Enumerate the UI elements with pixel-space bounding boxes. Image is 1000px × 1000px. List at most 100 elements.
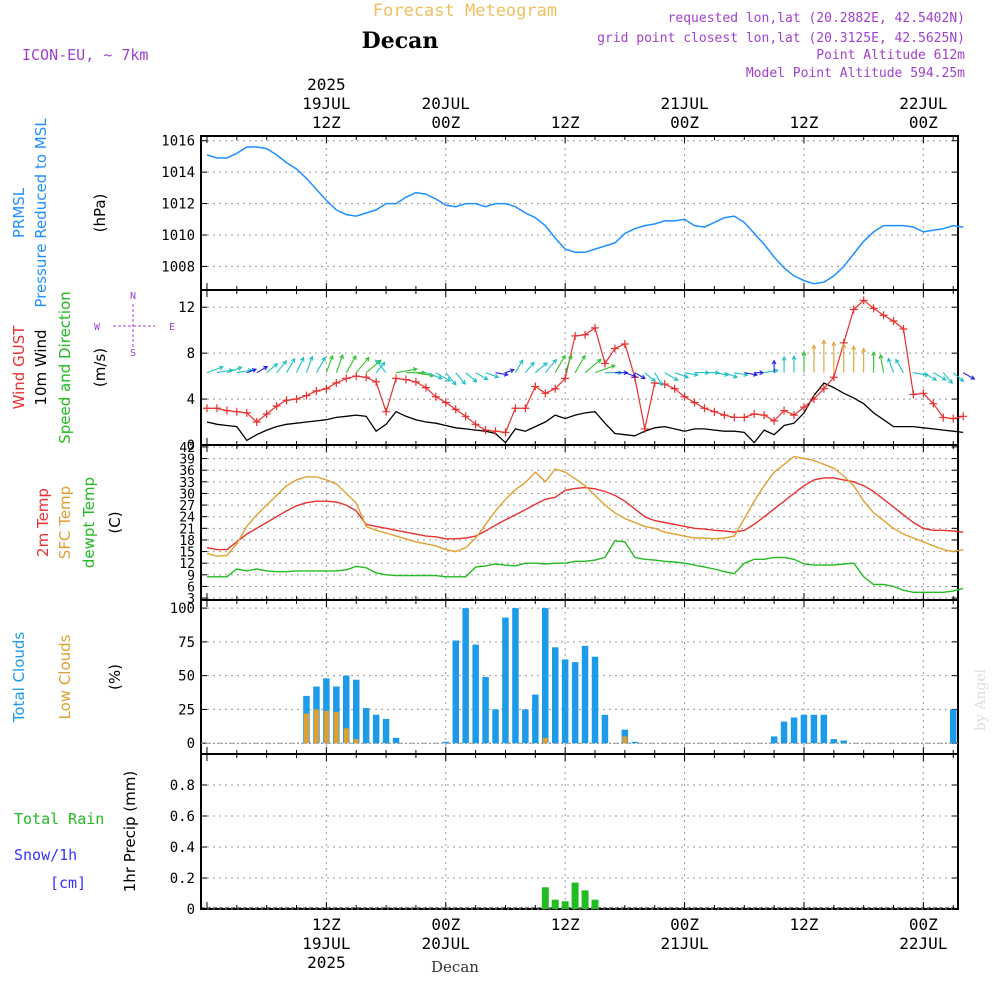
precip-label-rain: Total Rain <box>14 810 104 828</box>
gust-marker <box>352 372 361 381</box>
top-time-label: 12Z <box>312 113 341 132</box>
ytick-label: 50 <box>178 669 195 685</box>
top-time-label: 21JUL <box>660 94 708 113</box>
bottom-time-label: 20JUL <box>422 934 470 953</box>
low-cloud-bar <box>622 736 628 744</box>
rain-bar <box>571 882 579 909</box>
gust-marker <box>401 375 410 384</box>
footer-location: Decan <box>431 958 479 976</box>
gust-marker <box>799 403 808 412</box>
wind-arrow-shaft <box>455 372 466 385</box>
location-title: Decan <box>362 28 439 54</box>
wind-arrow-head <box>273 363 279 368</box>
compass-w: W <box>94 322 101 333</box>
precip-label-snow: Snow/1h <box>14 846 77 864</box>
wind-arrow <box>345 354 357 373</box>
wind-arrow-head <box>684 374 690 379</box>
total-cloud-bar <box>492 709 499 744</box>
gust-marker <box>302 391 311 400</box>
gust-marker <box>511 404 520 413</box>
gust-marker <box>730 413 739 422</box>
wind-arrow <box>505 368 515 374</box>
wind-arrow-head <box>530 361 535 367</box>
ytick-label: 6 <box>187 580 195 595</box>
ytick-label: 100 <box>170 601 195 617</box>
wind-arrow <box>933 372 947 381</box>
gust-marker <box>949 414 958 423</box>
wind-arrow-shaft <box>962 372 975 380</box>
gust-marker <box>829 373 838 382</box>
gust-marker <box>501 428 510 437</box>
wind-arrow-head <box>650 377 656 383</box>
wind-arrow <box>276 360 288 374</box>
total-cloud-bar <box>353 679 360 744</box>
panel-label: Wind GUST <box>10 325 28 410</box>
dewpt-line <box>207 539 964 593</box>
total-cloud-bar <box>810 714 818 744</box>
bottom-time-label: 2025 <box>307 953 346 972</box>
gust-marker <box>441 398 450 407</box>
ytick-label: 1014 <box>161 165 195 181</box>
ytick-label: 27 <box>179 499 195 514</box>
panel-label: SFC Temp <box>56 486 74 559</box>
total-cloud-bar <box>601 714 609 744</box>
wind-arrow-head <box>771 359 777 365</box>
panel-frame-precip <box>200 753 959 910</box>
wind-arrow-shaft <box>574 355 586 373</box>
wind-arrow-head <box>329 354 334 360</box>
rain-bar <box>541 887 549 909</box>
wind-arrow <box>325 354 334 373</box>
wind-arrow-head <box>218 365 224 371</box>
ytick-label: 75 <box>178 635 195 651</box>
point-altitude: Point Altitude 612m <box>816 48 965 63</box>
gust-marker <box>461 412 470 421</box>
wind-arrow <box>286 357 296 373</box>
ytick-label: 9 <box>187 569 195 584</box>
plot-wind <box>202 296 976 444</box>
gust-marker <box>790 411 799 420</box>
gust-marker <box>242 408 251 417</box>
wind-arrow-head <box>831 341 837 346</box>
gust-marker <box>212 404 221 413</box>
low-cloud-bar <box>343 728 349 744</box>
total-cloud-bar <box>552 647 559 744</box>
wind-arrow-head <box>759 370 765 376</box>
wind-arrow <box>851 345 857 373</box>
wind-arrow-head <box>552 358 557 364</box>
panel-unit: (m/s) <box>91 348 109 387</box>
wind-arrow-head <box>632 373 638 378</box>
low-cloud-bar <box>313 709 319 744</box>
wind-arrow-head <box>693 372 699 377</box>
panel-unit: (%) <box>106 664 124 690</box>
ytick-label: 36 <box>179 464 195 479</box>
wind-arrow <box>664 372 679 381</box>
wind-arrow-head <box>282 360 288 366</box>
wind-arrow-head <box>932 376 938 381</box>
gust-marker <box>561 374 570 383</box>
wind-arrow <box>962 372 976 380</box>
compass-s: S <box>130 348 136 359</box>
wind-arrow-shaft <box>435 372 451 382</box>
labels-precip: Total Rain Snow/1h [cm] 1hr Precip (mm) <box>14 771 139 892</box>
compass-e: E <box>169 322 175 333</box>
wind-arrow-head <box>509 368 515 373</box>
wind-arrow-shaft <box>554 355 566 373</box>
wind-arrow <box>256 366 269 374</box>
gust-marker <box>262 410 271 418</box>
low-cloud-bar <box>304 713 309 744</box>
ytick-label: 0 <box>187 902 195 918</box>
gust-marker <box>551 384 560 393</box>
wind-arrow <box>831 341 837 373</box>
wind-arrow-head <box>472 377 478 383</box>
gust-marker <box>690 398 699 407</box>
gust-marker <box>411 377 420 386</box>
wind-arrow-shaft <box>505 369 515 374</box>
wind-arrow-head <box>451 380 457 386</box>
panel-label: Pressure Reduced to MSL <box>32 118 50 308</box>
wind-arrow-head <box>732 373 739 379</box>
wind-arrow <box>485 372 500 379</box>
top-time-label: 00Z <box>909 113 938 132</box>
gust-marker <box>431 392 440 401</box>
wind-arrow-shaft <box>734 372 748 376</box>
wind-arrow-head <box>887 357 892 363</box>
